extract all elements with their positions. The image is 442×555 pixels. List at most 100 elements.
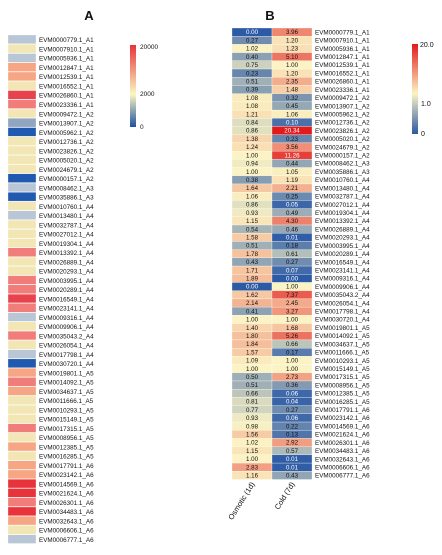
panel-a-label: A: [84, 8, 94, 23]
panel-b-cell-value: 0.36: [286, 382, 299, 389]
panel-b-cell-value: 0.05: [286, 202, 299, 209]
panel-b-row: 0.54 0.46 EVM0026889.1_A4: [231, 224, 370, 233]
panel-a-row: EVM0023336.1_A1: [7, 99, 94, 109]
panel-a-cell: [7, 266, 37, 276]
panel-b: B 0.00 3.96 EVM0000779.1_A1 0.27 1.20 EVM0007…: [226, 8, 433, 521]
panel-b-cell-value: 0.32: [286, 95, 299, 102]
panel-b-cell-value: 4.30: [286, 218, 299, 225]
panel-a-row: EVM0009472.1_A2: [7, 108, 94, 118]
panel-b-row: 0.38 1.19 EVM0010760.1_A4: [231, 175, 370, 184]
panel-b-row: 1.00 1.05 EVM0035886.1_A3: [231, 167, 370, 176]
panel-a-colorbar-tick-mid: 2000: [140, 91, 155, 98]
panel-b-gene-label: EVM0035043.2_A4: [315, 292, 370, 299]
panel-a-row: EVM0000779.1_A1: [7, 34, 94, 44]
panel-a-row: EVM0035043.2_A4: [7, 330, 94, 340]
panel-b-row: 1.40 1.68 EVM0019801.1_A5: [231, 323, 370, 332]
panel-b-cell-value: 1.06: [246, 193, 259, 200]
panel-a-row: EVM0034483.1_A6: [7, 506, 94, 516]
panel-b-cell-value: 0.45: [286, 103, 299, 110]
panel-b-cell-value: 2.83: [246, 464, 259, 471]
panel-b-gene-label: EVM0005020.1_A2: [315, 136, 370, 143]
panel-a-colorbar-gradient: [130, 45, 136, 127]
panel-b-row: 1.00 1.00 EVM0030720.1_A4: [231, 315, 370, 324]
panel-a-gene-label: EVM0026054.1_A4: [39, 343, 94, 350]
panel-b-column-label: Osmotic (1d): [226, 480, 257, 522]
panel-b-gene-label: EVM0012539.1_A1: [315, 62, 370, 69]
panel-b-gene-label: EVM0030720.1_A4: [315, 317, 370, 324]
panel-a-gene-label: EVM0019801.1_A5: [39, 370, 94, 377]
panel-b-cell-value: 1.78: [246, 251, 259, 258]
panel-b-cell-value: 1.23: [286, 46, 299, 53]
panel-b-gene-label: EVM0016549.1_A4: [315, 259, 370, 266]
panel-a-cell: [7, 368, 37, 378]
panel-a-gene-label: EVM0005962.1_A2: [39, 130, 94, 137]
panel-b-gene-label: EVM0016552.1_A1: [315, 70, 370, 77]
panel-b-cell-value: 0.23: [286, 136, 299, 143]
panel-b-gene-label: EVM0006777.1_A6: [315, 473, 370, 480]
panel-a-cell: [7, 62, 37, 72]
panel-a-row: EVM0026301.1_A6: [7, 497, 94, 507]
panel-b-cell-value: 1.20: [286, 37, 299, 44]
panel-b-cell-value: 1.00: [286, 358, 299, 365]
panel-b-row: 1.57 0.17 EVM0011666.1_A5: [231, 348, 370, 357]
panel-b-gene-label: EVM0017791.1_A6: [315, 407, 370, 414]
panel-b-gene-label: EVM0034483.1_A6: [315, 448, 370, 455]
panel-a-gene-label: EVM0014569.1_A6: [39, 481, 94, 488]
panel-a-gene-label: EVM0016552.1_A1: [39, 83, 94, 90]
panel-a: A EVM0000779.1_A1 EVM0007910.1_A1 EVM00059…: [7, 8, 158, 544]
panel-b-gene-label: EVM0021624.1_A6: [315, 432, 370, 439]
panel-b-cell-value: 0.86: [246, 128, 259, 135]
panel-a-gene-label: EVM0013392.1_A4: [39, 250, 94, 257]
panel-b-row: 1.00 1.00 EVM0015149.1_A5: [231, 364, 370, 373]
panel-b-gene-label: EVM0023141.1_A4: [315, 267, 370, 274]
panel-b-column-label: Cold (7d): [273, 480, 297, 511]
panel-a-cell: [7, 497, 37, 507]
panel-a-cell: [7, 127, 37, 137]
panel-a-gene-label: EVM0020289.1_A4: [39, 287, 94, 294]
panel-a-gene-label: EVM0015149.1_A5: [39, 417, 94, 424]
panel-b-cell-value: 0.00: [246, 284, 259, 291]
panel-a-gene-label: EVM0026860.1_A1: [39, 93, 94, 100]
panel-b-cell-value: 0.51: [246, 382, 259, 389]
panel-a-row: EVM0035886.1_A3: [7, 192, 94, 202]
panel-a-cell: [7, 386, 37, 396]
panel-a-row: EVM0017315.1_A5: [7, 423, 94, 433]
panel-b-row: 0.51 0.36 EVM0008956.1_A5: [231, 380, 370, 389]
panel-b-cell-value: 1.00: [246, 152, 259, 159]
panel-a-cell: [7, 525, 37, 535]
panel-a-row: EVM0026860.1_A1: [7, 90, 94, 100]
panel-a-gene-label: EVM0019304.1_A4: [39, 241, 94, 248]
panel-b-gene-label: EVM0005962.1_A2: [315, 111, 370, 118]
panel-b-cell-value: 0.23: [246, 70, 259, 77]
panel-a-row: EVM0016285.1_A5: [7, 451, 94, 461]
panel-a-cell: [7, 414, 37, 424]
panel-b-cell-value: 0.66: [246, 390, 259, 397]
panel-a-gene-label: EVM0000779.1_A1: [39, 37, 94, 44]
panel-a-cell: [7, 182, 37, 192]
panel-a-cell: [7, 44, 37, 54]
panel-b-gene-label: EVM0023826.1_A2: [315, 128, 370, 135]
panel-b-cell-value: 0.07: [286, 267, 299, 274]
panel-a-cell: [7, 192, 37, 202]
panel-a-gene-label: EVM0000157.1_A2: [39, 176, 94, 183]
panel-b-gene-label: EVM0019304.1_A4: [315, 210, 370, 217]
panel-a-rows: EVM0000779.1_A1 EVM0007910.1_A1 EVM0005936…: [7, 34, 94, 544]
panel-b-cell-value: 1.05: [286, 169, 299, 176]
panel-b-cell-value: 0.27: [286, 407, 299, 414]
panel-a-row: EVM0016552.1_A1: [7, 81, 94, 90]
panel-b-cell-value: 1.24: [246, 144, 259, 151]
panel-b-gene-label: EVM0035886.1_A3: [315, 169, 370, 176]
panel-b-gene-label: EVM0014569.1_A6: [315, 423, 370, 430]
panel-b-cell-value: 2.92: [286, 440, 299, 447]
panel-b-gene-label: EVM0007910.1_A1: [315, 38, 370, 45]
panel-b-row: 1.16 0.43 EVM0006777.1_A6: [231, 471, 370, 480]
panel-b-row: 0.43 0.27 EVM0016549.1_A4: [231, 257, 370, 266]
panel-a-row: EVM0019801.1_A5: [7, 368, 94, 378]
panel-b-gene-label: EVM0008462.1_A3: [315, 161, 370, 168]
panel-a-row: EVM0008956.1_A5: [7, 432, 94, 442]
panel-b-gene-label: EVM0009906.1_A4: [315, 284, 370, 291]
panel-b-row: 0.81 0.04 EVM0016285.1_A5: [231, 397, 370, 406]
panel-b-cell-value: 0.54: [246, 226, 259, 233]
panel-b-cell-value: 0.27: [286, 259, 299, 266]
